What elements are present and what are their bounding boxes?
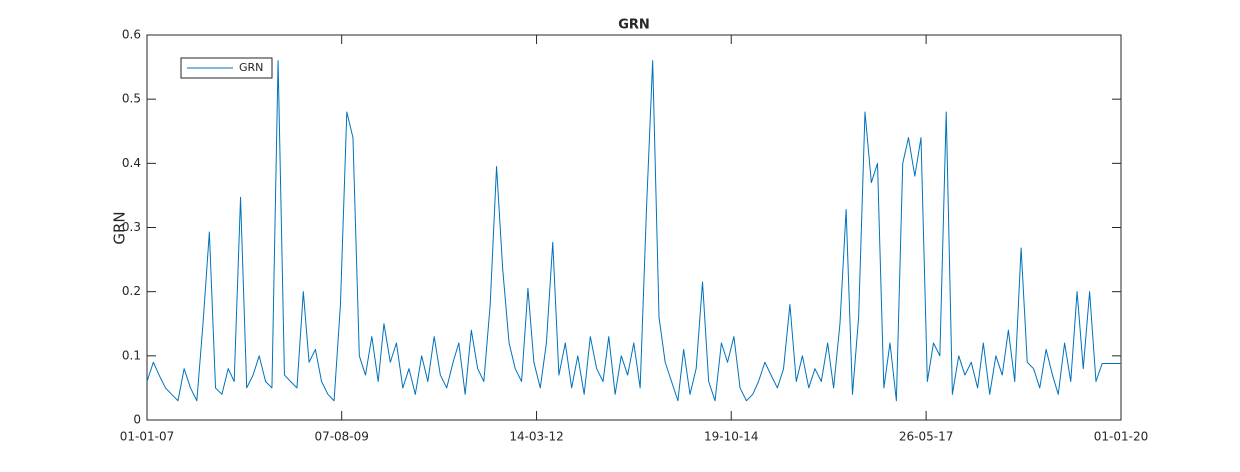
y-tick-label: 0 <box>133 413 141 427</box>
plot-frame <box>146 34 1122 421</box>
y-tick-label: 0.4 <box>122 156 141 170</box>
y-tick-label: 0.2 <box>122 284 141 298</box>
y-tick-label: 0.1 <box>122 348 141 362</box>
x-tick-label: 01-01-07 <box>120 430 174 444</box>
y-tick-label: 0.3 <box>122 220 141 234</box>
y-tick-label: 0.5 <box>122 92 141 106</box>
x-tick-label: 07-08-09 <box>314 430 368 444</box>
legend-label: GRN <box>239 61 263 74</box>
data-line <box>146 60 1121 402</box>
x-tick-label: 26-05-17 <box>899 430 953 444</box>
y-tick-label: 0.6 <box>122 28 141 42</box>
y-axis-label: GRN <box>111 211 129 244</box>
chart-title: GRN <box>618 18 650 33</box>
x-tick-label: 01-01-20 <box>1094 430 1148 444</box>
x-tick-label: 19-10-14 <box>704 430 758 444</box>
x-tick-label: 14-03-12 <box>509 430 563 444</box>
